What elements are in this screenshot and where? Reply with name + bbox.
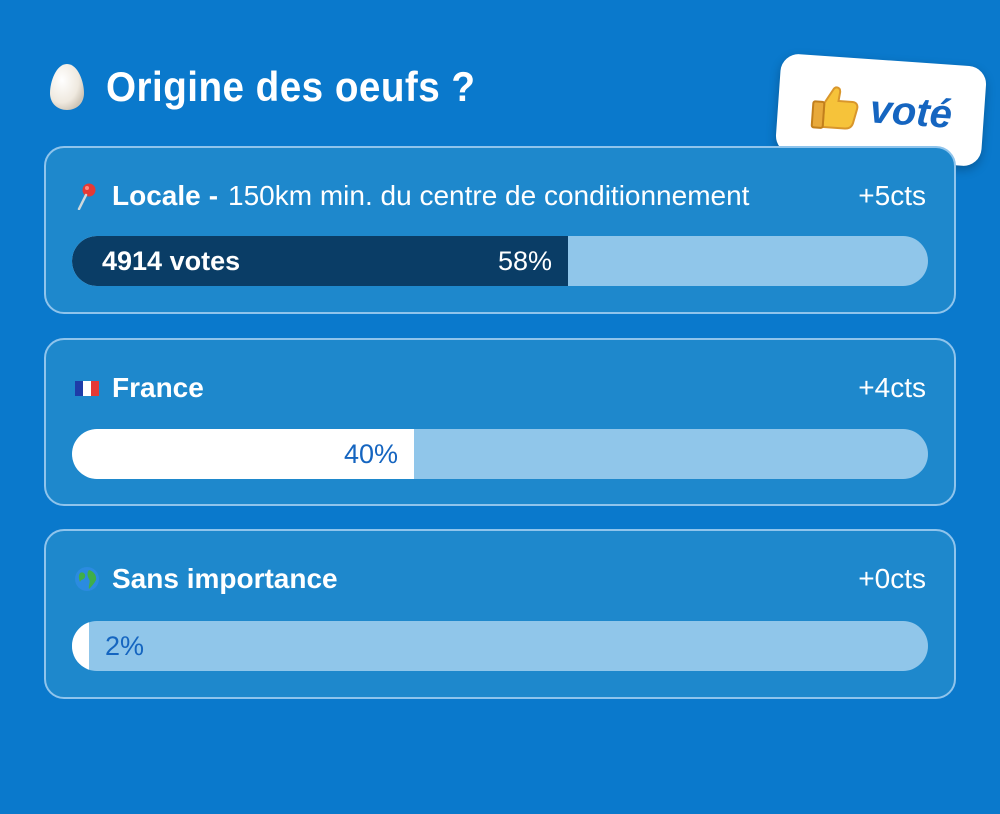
voted-label: voté <box>868 86 954 137</box>
thumbs-up-icon <box>810 86 859 130</box>
voted-badge: voté <box>774 52 988 168</box>
option-description: 150km min. du centre de conditionnement <box>228 180 750 211</box>
poll-option-france[interactable]: France +4cts 40% <box>44 338 956 506</box>
globe-icon <box>75 567 99 591</box>
votes-count: 4914 votes <box>102 246 241 276</box>
option-points: +5cts <box>858 180 926 211</box>
option-points: +0cts <box>858 563 926 594</box>
option-header: France +4cts <box>74 372 926 404</box>
percent-label: 40% <box>343 439 398 469</box>
percent-label: 58% <box>497 246 552 276</box>
option-label: Locale <box>112 180 201 211</box>
poll-title: Origine des oeufs ? <box>106 63 476 110</box>
poll-header: Origine des oeufs ? <box>48 62 508 112</box>
result-bar-fill <box>72 236 568 286</box>
egg-icon <box>50 64 84 110</box>
result-bar: 4914 votes 58% <box>72 236 928 286</box>
option-header: Sans importance +0cts <box>74 563 926 595</box>
pin-icon <box>77 183 96 210</box>
option-separator: - <box>208 180 219 211</box>
result-bar-fill <box>72 621 89 671</box>
percent-label: 2% <box>105 631 145 661</box>
option-points: +4cts <box>858 372 926 403</box>
option-label: Sans importance <box>112 563 338 594</box>
poll-option-locale[interactable]: Locale - 150km min. du centre de conditi… <box>44 146 956 314</box>
poll-option-sans-importance[interactable]: Sans importance +0cts 2% <box>44 529 956 699</box>
france-flag-icon <box>75 381 99 396</box>
result-bar: 2% <box>72 621 928 671</box>
result-bar-fill <box>72 429 414 479</box>
result-bar: 40% <box>72 429 928 479</box>
option-label: France <box>112 372 204 403</box>
option-header: Locale - 150km min. du centre de conditi… <box>74 180 926 212</box>
